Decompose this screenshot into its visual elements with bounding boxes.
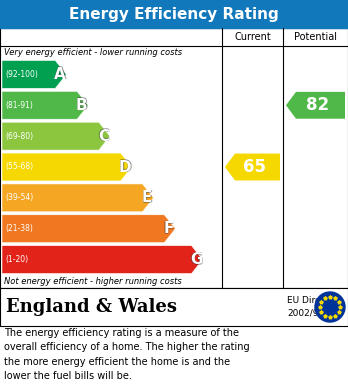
- Text: A: A: [54, 67, 65, 82]
- Text: B: B: [75, 98, 87, 113]
- Text: A: A: [54, 67, 66, 82]
- Circle shape: [315, 292, 345, 322]
- Text: F: F: [164, 221, 174, 236]
- Text: D: D: [118, 160, 131, 174]
- Bar: [0, 0, 348, 28]
- Text: F: F: [163, 221, 174, 236]
- Text: Energy Efficiency Rating: Energy Efficiency Rating: [69, 7, 279, 22]
- Text: Potential: Potential: [294, 32, 337, 42]
- Text: (21-38): (21-38): [5, 224, 33, 233]
- Text: G: G: [190, 251, 202, 267]
- Text: F: F: [164, 222, 174, 237]
- Text: G: G: [190, 252, 202, 267]
- Text: G: G: [189, 252, 202, 267]
- Text: D: D: [119, 160, 132, 175]
- Bar: [0, 288, 348, 326]
- Text: (39-54): (39-54): [5, 194, 33, 203]
- Text: B: B: [76, 98, 87, 113]
- Text: A: A: [54, 67, 66, 83]
- Polygon shape: [2, 215, 175, 243]
- Text: Current: Current: [234, 32, 271, 42]
- Polygon shape: [2, 184, 153, 212]
- Text: (55-68): (55-68): [5, 163, 33, 172]
- Polygon shape: [2, 91, 88, 119]
- Polygon shape: [286, 92, 345, 119]
- Text: EU Directive: EU Directive: [287, 296, 343, 305]
- Text: E: E: [142, 191, 152, 206]
- Polygon shape: [225, 154, 280, 180]
- Text: (92-100): (92-100): [5, 70, 38, 79]
- Text: E: E: [142, 190, 152, 205]
- Text: G: G: [190, 252, 203, 267]
- Polygon shape: [2, 122, 110, 150]
- Text: F: F: [164, 221, 174, 236]
- Text: C: C: [98, 128, 109, 143]
- Bar: [0, 28, 348, 288]
- Text: (69-80): (69-80): [5, 132, 33, 141]
- Text: 2002/91/EC: 2002/91/EC: [287, 309, 339, 318]
- Text: A: A: [54, 66, 66, 81]
- Text: F: F: [164, 221, 174, 236]
- Text: D: D: [119, 159, 132, 174]
- Text: 65: 65: [244, 158, 267, 176]
- Text: B: B: [76, 97, 87, 112]
- Text: C: C: [98, 129, 110, 143]
- Text: G: G: [190, 253, 202, 267]
- Text: C: C: [98, 129, 109, 144]
- Polygon shape: [2, 61, 66, 88]
- Text: E: E: [142, 190, 153, 205]
- Text: The energy efficiency rating is a measure of the
overall efficiency of a home. T: The energy efficiency rating is a measur…: [4, 328, 250, 381]
- Text: 82: 82: [307, 96, 330, 114]
- Text: (1-20): (1-20): [5, 255, 28, 264]
- Text: Very energy efficient - lower running costs: Very energy efficient - lower running co…: [4, 48, 182, 57]
- Text: B: B: [76, 98, 87, 113]
- Text: Not energy efficient - higher running costs: Not energy efficient - higher running co…: [4, 277, 182, 286]
- Text: England & Wales: England & Wales: [6, 298, 177, 316]
- Polygon shape: [2, 153, 132, 181]
- Polygon shape: [2, 246, 203, 273]
- Text: D: D: [119, 160, 132, 174]
- Text: E: E: [142, 190, 152, 205]
- Text: (81-91): (81-91): [5, 101, 33, 110]
- Text: C: C: [97, 129, 109, 143]
- Text: A: A: [54, 67, 66, 82]
- Text: C: C: [98, 129, 109, 143]
- Text: E: E: [141, 190, 152, 205]
- Text: D: D: [119, 160, 132, 174]
- Text: B: B: [76, 98, 88, 113]
